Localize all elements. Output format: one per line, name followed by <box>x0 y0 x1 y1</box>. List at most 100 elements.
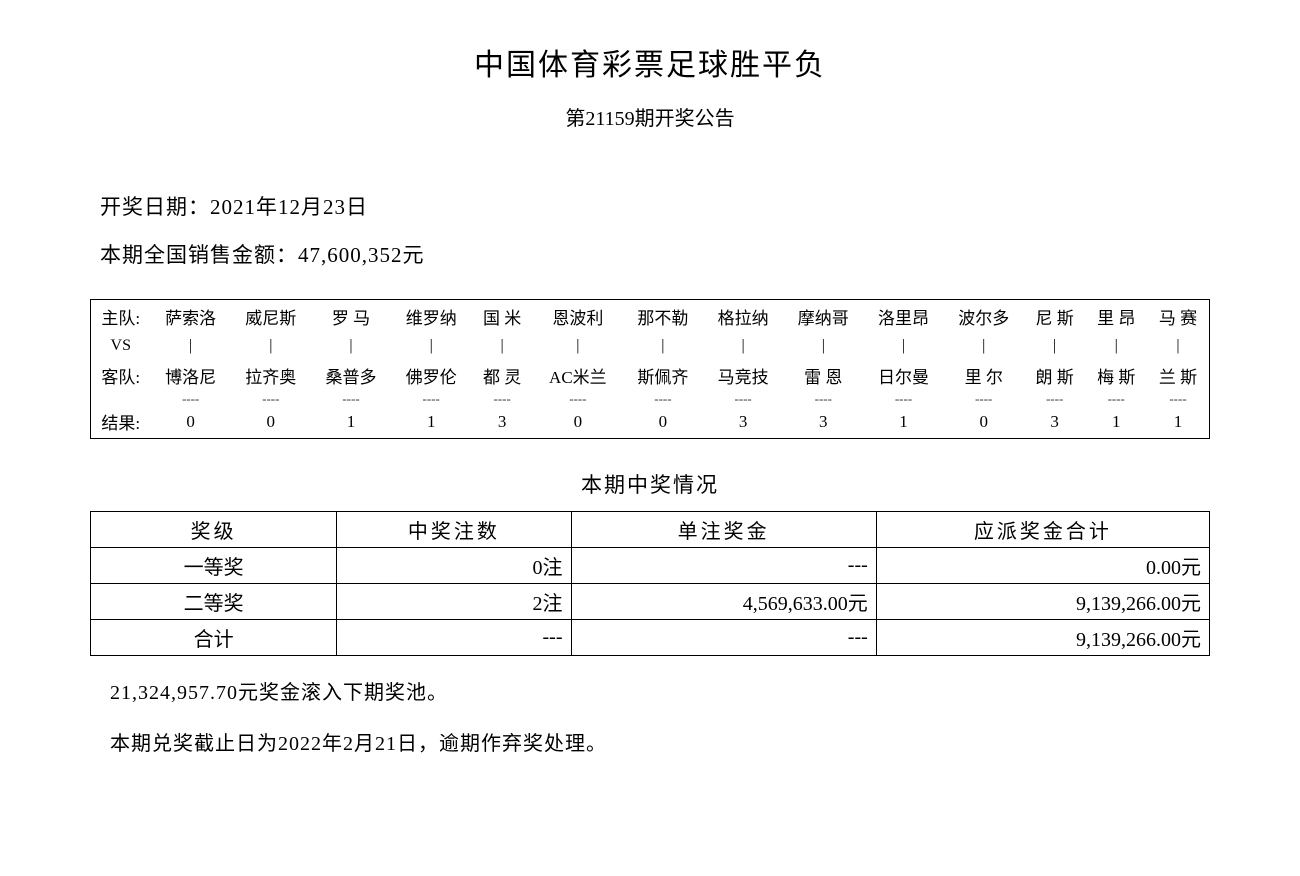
match-cell: 恩波利 <box>533 300 623 334</box>
footer-block: 21,324,957.70元奖金滚入下期奖池。 本期兑奖截止日为2022年2月2… <box>110 676 1210 756</box>
result-cell: 0 <box>533 405 623 439</box>
dash-cell: ---- <box>863 392 943 405</box>
sales-value: 47,600,352元 <box>298 243 425 267</box>
match-cell: 日尔曼 <box>863 359 943 392</box>
dash-cell: ---- <box>703 392 783 405</box>
match-cell: 雷 恩 <box>783 359 863 392</box>
match-cell: 波尔多 <box>944 300 1024 334</box>
match-cell: 摩纳哥 <box>783 300 863 334</box>
dash-cell: ---- <box>1024 392 1086 405</box>
prize-section-title: 本期中奖情况 <box>90 469 1210 499</box>
away-label: 客队: <box>91 359 151 392</box>
page-title: 中国体育彩票足球胜平负 <box>90 40 1210 84</box>
prize-total: 9,139,266.00元 <box>876 584 1209 620</box>
dash-cell: ---- <box>151 392 231 405</box>
result-cell: 1 <box>391 405 471 439</box>
match-cell: 桑普多 <box>311 359 391 392</box>
dash-cell: ---- <box>623 392 703 405</box>
result-cell: 3 <box>471 405 533 439</box>
prize-count: 0注 <box>337 548 571 584</box>
result-cell: 3 <box>783 405 863 439</box>
sales-label: 本期全国销售金额： <box>100 243 298 267</box>
prize-per: 4,569,633.00元 <box>571 584 876 620</box>
prize-per: --- <box>571 548 876 584</box>
match-cell: 拉齐奥 <box>231 359 311 392</box>
result-cell: 0 <box>944 405 1024 439</box>
prize-total: 9,139,266.00元 <box>876 620 1209 656</box>
vs-cell: | <box>533 333 623 359</box>
vs-cell: | <box>1085 333 1147 359</box>
vs-cell: | <box>151 333 231 359</box>
rollover-text: 21,324,957.70元奖金滚入下期奖池。 <box>110 676 1210 705</box>
prize-level: 二等奖 <box>91 584 337 620</box>
vs-cell: | <box>623 333 703 359</box>
match-cell: 尼 斯 <box>1024 300 1086 334</box>
prize-row: 一等奖 0注 --- 0.00元 <box>91 548 1210 584</box>
match-cell: 威尼斯 <box>231 300 311 334</box>
match-cell: 博洛尼 <box>151 359 231 392</box>
vs-cell: | <box>944 333 1024 359</box>
match-cell: 马竞技 <box>703 359 783 392</box>
result-row: 结果: 0 0 1 1 3 0 0 3 3 1 0 3 1 1 <box>91 405 1210 439</box>
result-label: 结果: <box>91 405 151 439</box>
vs-row: VS | | | | | | | | | | | | | | <box>91 333 1210 359</box>
home-label: 主队: <box>91 300 151 334</box>
prize-row: 合计 --- --- 9,139,266.00元 <box>91 620 1210 656</box>
result-cell: 0 <box>151 405 231 439</box>
vs-cell: | <box>703 333 783 359</box>
page-subtitle: 第21159期开奖公告 <box>90 102 1210 131</box>
prize-header: 应派奖金合计 <box>876 512 1209 548</box>
match-cell: 那不勒 <box>623 300 703 334</box>
prize-level: 合计 <box>91 620 337 656</box>
prize-header-row: 奖级 中奖注数 单注奖金 应派奖金合计 <box>91 512 1210 548</box>
dash-cell: ---- <box>783 392 863 405</box>
vs-cell: | <box>1024 333 1086 359</box>
result-cell: 3 <box>1024 405 1086 439</box>
result-cell: 0 <box>623 405 703 439</box>
dash-cell: ---- <box>1147 392 1209 405</box>
match-cell: 洛里昂 <box>863 300 943 334</box>
prize-header: 中奖注数 <box>337 512 571 548</box>
sales-line: 本期全国销售金额：47,600,352元 <box>100 239 1210 269</box>
result-cell: 1 <box>1147 405 1209 439</box>
prize-count: --- <box>337 620 571 656</box>
result-cell: 1 <box>1085 405 1147 439</box>
vs-cell: | <box>311 333 391 359</box>
dash-cell: ---- <box>471 392 533 405</box>
prize-header: 奖级 <box>91 512 337 548</box>
match-cell: 萨索洛 <box>151 300 231 334</box>
result-cell: 1 <box>863 405 943 439</box>
prize-count: 2注 <box>337 584 571 620</box>
match-cell: 都 灵 <box>471 359 533 392</box>
prize-table: 奖级 中奖注数 单注奖金 应派奖金合计 一等奖 0注 --- 0.00元 二等奖… <box>90 511 1210 656</box>
dash-cell: ---- <box>231 392 311 405</box>
match-cell: 里 昂 <box>1085 300 1147 334</box>
vs-cell: | <box>231 333 311 359</box>
prize-total: 0.00元 <box>876 548 1209 584</box>
dash-cell: ---- <box>533 392 623 405</box>
vs-cell: | <box>1147 333 1209 359</box>
vs-cell: | <box>471 333 533 359</box>
dash-cell: ---- <box>311 392 391 405</box>
match-cell: 国 米 <box>471 300 533 334</box>
match-cell: AC米兰 <box>533 359 623 392</box>
dash-cell: ---- <box>944 392 1024 405</box>
match-cell: 佛罗伦 <box>391 359 471 392</box>
result-cell: 1 <box>311 405 391 439</box>
result-cell: 3 <box>703 405 783 439</box>
vs-cell: | <box>863 333 943 359</box>
match-cell: 斯佩齐 <box>623 359 703 392</box>
match-cell: 格拉纳 <box>703 300 783 334</box>
draw-date-value: 2021年12月23日 <box>210 195 368 219</box>
result-cell: 0 <box>231 405 311 439</box>
dash-cell: ---- <box>391 392 471 405</box>
draw-date-line: 开奖日期：2021年12月23日 <box>100 191 1210 221</box>
dash-row: ---- ---- ---- ---- ---- ---- ---- ---- … <box>91 392 1210 405</box>
draw-date-label: 开奖日期： <box>100 195 210 219</box>
home-row: 主队: 萨索洛 威尼斯 罗 马 维罗纳 国 米 恩波利 那不勒 格拉纳 摩纳哥 … <box>91 300 1210 334</box>
prize-level: 一等奖 <box>91 548 337 584</box>
prize-per: --- <box>571 620 876 656</box>
away-row: 客队: 博洛尼 拉齐奥 桑普多 佛罗伦 都 灵 AC米兰 斯佩齐 马竞技 雷 恩… <box>91 359 1210 392</box>
match-table: 主队: 萨索洛 威尼斯 罗 马 维罗纳 国 米 恩波利 那不勒 格拉纳 摩纳哥 … <box>90 299 1210 439</box>
match-cell: 朗 斯 <box>1024 359 1086 392</box>
